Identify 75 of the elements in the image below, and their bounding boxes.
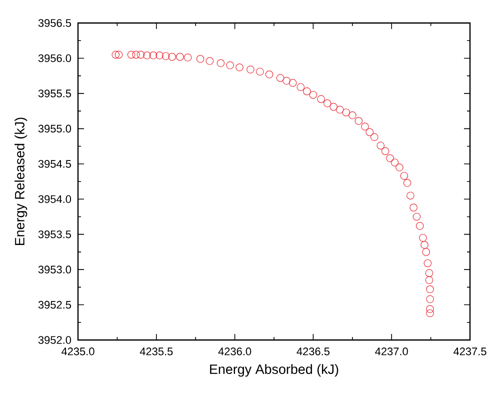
point bbox=[403, 179, 412, 187]
point bbox=[400, 172, 408, 180]
y-tick-label: 3952.0 bbox=[38, 336, 72, 344]
point bbox=[406, 192, 414, 200]
point bbox=[336, 106, 344, 114]
point bbox=[366, 128, 374, 136]
y-tick-label: 3956.5 bbox=[38, 19, 72, 27]
point bbox=[390, 158, 399, 166]
x-tick-label: 4235.5 bbox=[140, 348, 173, 356]
point bbox=[420, 241, 428, 249]
point bbox=[236, 63, 244, 72]
point bbox=[348, 111, 356, 120]
point bbox=[309, 90, 318, 99]
point bbox=[156, 52, 164, 60]
point bbox=[376, 142, 385, 150]
point bbox=[342, 108, 350, 116]
point bbox=[396, 164, 404, 172]
point bbox=[256, 68, 264, 76]
point bbox=[317, 95, 325, 103]
point bbox=[426, 309, 434, 318]
y-tick-label: 3955.5 bbox=[38, 90, 72, 98]
point bbox=[354, 117, 363, 125]
x-axis-title: Energy Absorbed (kJ) bbox=[210, 364, 338, 377]
point bbox=[206, 57, 214, 65]
point bbox=[114, 50, 123, 59]
point bbox=[184, 54, 192, 62]
point bbox=[425, 269, 434, 277]
point bbox=[136, 50, 145, 59]
point bbox=[216, 59, 225, 68]
point bbox=[276, 74, 284, 82]
point bbox=[168, 52, 176, 61]
y-tick-label: 3954.0 bbox=[38, 195, 72, 203]
y-tick-label: 3953.5 bbox=[38, 230, 72, 238]
point bbox=[288, 78, 297, 87]
point bbox=[330, 102, 338, 111]
point bbox=[412, 212, 421, 221]
y-tick-label: 3953.0 bbox=[38, 266, 72, 274]
point bbox=[386, 154, 394, 162]
point bbox=[282, 76, 290, 85]
x-tick-label: 4237.0 bbox=[375, 348, 408, 356]
x-tick-label: 4236.5 bbox=[296, 348, 330, 356]
point bbox=[416, 222, 424, 230]
point bbox=[303, 87, 311, 96]
point bbox=[422, 248, 430, 256]
point bbox=[370, 133, 378, 142]
y-tick-label: 3956.0 bbox=[38, 54, 72, 62]
point bbox=[426, 305, 434, 313]
point bbox=[246, 66, 254, 74]
y-tick-label: 3954.5 bbox=[38, 160, 72, 168]
point bbox=[226, 61, 234, 70]
point bbox=[132, 50, 140, 59]
y-tick-label: 3952.5 bbox=[38, 300, 72, 309]
y-tick-label: 3955.0 bbox=[38, 124, 72, 133]
point bbox=[143, 52, 151, 60]
point bbox=[162, 52, 170, 60]
point bbox=[381, 147, 390, 156]
point bbox=[176, 52, 184, 61]
point bbox=[196, 55, 204, 63]
y-axis-title: Energy Released (kJ) bbox=[14, 118, 28, 246]
x-tick-label: 4237.5 bbox=[453, 348, 486, 356]
point bbox=[410, 204, 418, 212]
point bbox=[323, 99, 332, 108]
point bbox=[424, 259, 432, 268]
point bbox=[112, 50, 120, 59]
x-tick-label: 4235.0 bbox=[61, 348, 94, 356]
point bbox=[425, 276, 434, 284]
point bbox=[296, 83, 305, 92]
point bbox=[127, 50, 136, 59]
point bbox=[265, 70, 274, 78]
point bbox=[419, 234, 427, 242]
point bbox=[426, 295, 434, 304]
x-tick-label: 4236.0 bbox=[218, 348, 252, 356]
point bbox=[426, 285, 434, 294]
point bbox=[149, 52, 158, 60]
point bbox=[361, 122, 369, 130]
